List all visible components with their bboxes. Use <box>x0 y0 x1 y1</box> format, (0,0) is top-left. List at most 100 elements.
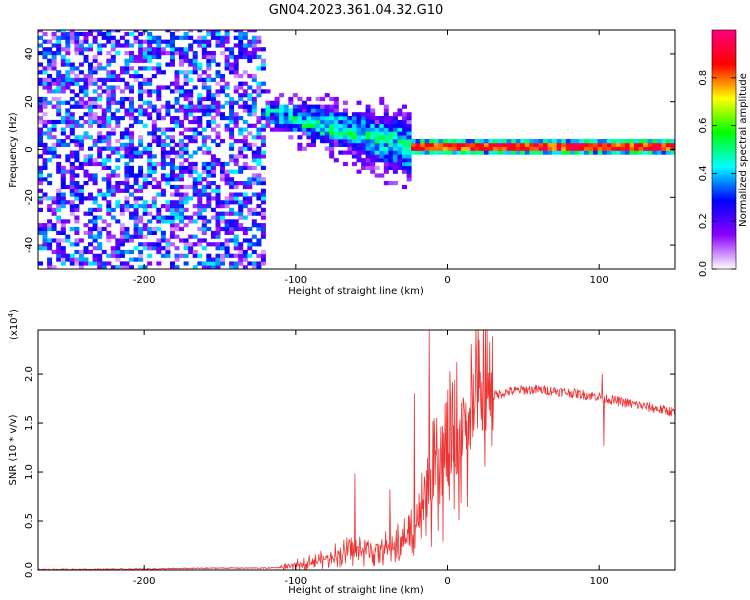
spectrogram-cell <box>188 165 194 170</box>
spectrogram-cell <box>260 135 266 140</box>
spectrogram-cell <box>342 135 348 140</box>
spectrogram-cell <box>65 184 71 190</box>
spectrogram-cell <box>370 139 376 144</box>
spectrogram-cell <box>197 39 203 44</box>
spectrogram-cell <box>124 146 130 151</box>
spectrogram-cell <box>69 39 75 44</box>
spectrogram-cell <box>406 116 412 121</box>
spectrogram-cell <box>274 108 280 113</box>
spectrogram-cell <box>124 96 130 102</box>
spectrogram-cell <box>647 139 653 144</box>
spectrogram-cell <box>92 96 98 102</box>
spectrogram-cell <box>320 139 326 144</box>
spectrogram-cell <box>210 265 216 269</box>
spectrogram-cell <box>242 142 248 147</box>
spectrogram-cell <box>110 253 116 258</box>
spectrogram-cell <box>83 161 89 167</box>
spectrogram-cell <box>110 47 116 52</box>
spectrogram-cell <box>224 58 230 63</box>
spectrogram-cell <box>138 108 144 113</box>
spectrogram-cell <box>42 223 48 228</box>
spectrogram-cell <box>292 108 298 113</box>
spectrogram-cell <box>274 127 280 132</box>
spectrogram-cell <box>97 123 103 128</box>
spectrogram-cell <box>151 242 157 247</box>
spectrogram-cell <box>351 142 357 147</box>
spectrogram-cell <box>119 104 125 109</box>
spectrogram-cell <box>156 85 162 90</box>
spectrogram-cell <box>210 169 216 174</box>
spectrogram-cell <box>397 158 403 163</box>
spectrogram-cell <box>192 139 198 144</box>
spectrogram-cell <box>65 77 71 82</box>
spectrogram-cell <box>392 112 398 117</box>
spectrogram-cell <box>247 253 253 258</box>
spectrogram-cell <box>279 116 285 121</box>
spectrogram-cell <box>129 154 134 159</box>
spectrogram-cell <box>119 181 125 186</box>
spectrogram-cell <box>60 119 66 125</box>
spectrogram-cell <box>238 165 244 170</box>
spectrogram-cell <box>42 123 48 128</box>
spectrogram-cell <box>69 123 75 128</box>
spectrogram-cell <box>78 89 84 94</box>
spectrogram-cells <box>38 30 675 269</box>
spectrogram-cell <box>356 146 362 151</box>
spectrogram-cell <box>174 100 180 105</box>
spectrogram-cell <box>78 257 84 262</box>
spectrogram-cell <box>365 146 371 151</box>
spectrogram-cell <box>524 139 530 144</box>
spectrogram-cell <box>383 161 389 167</box>
spectrogram-cell <box>247 165 253 170</box>
spectrogram-cell <box>197 74 203 79</box>
spectrogram-cell <box>238 35 244 40</box>
colorbar-ticks: 0.00.20.40.60.8 <box>698 70 736 277</box>
spectrogram-cell <box>297 119 303 125</box>
spectrogram-cell <box>224 93 230 98</box>
spectrogram-cell <box>97 62 103 67</box>
spectrogram-cell <box>260 89 266 94</box>
spectrogram-cell <box>165 51 171 56</box>
spectrogram-cell <box>374 119 380 125</box>
spectrogram-cell <box>538 139 544 144</box>
spectrogram-cell <box>188 169 194 174</box>
spectrogram-cell <box>333 112 339 117</box>
spectrogram-cell <box>74 154 80 159</box>
spectrogram-cell <box>151 184 157 190</box>
spectrogram-cell <box>124 62 130 67</box>
spectrogram-cell <box>83 169 89 174</box>
spectrogram-cell <box>124 207 130 212</box>
spectrogram-cell <box>379 150 385 155</box>
spectrogram-cell <box>220 39 225 44</box>
spectrogram-cell <box>129 142 134 147</box>
spectrogram-cell <box>247 142 253 147</box>
spectrogram-cell <box>515 142 521 147</box>
spectrogram-cell <box>165 100 171 105</box>
spectrogram-cell <box>206 242 212 247</box>
spectrogram-cell <box>83 112 89 117</box>
spectrogram-cell <box>338 116 344 121</box>
spectrogram-cell <box>229 146 235 151</box>
spectrogram-cell <box>283 108 289 113</box>
spectrogram-cell <box>42 230 48 235</box>
spectrogram-cell <box>256 192 262 197</box>
spectrogram-cell <box>151 123 157 128</box>
spectrogram-cell <box>361 146 367 151</box>
spectrogram-cell <box>124 154 130 159</box>
spectrogram-cell <box>229 131 235 136</box>
spectrogram-cell <box>256 196 262 201</box>
spectrogram-cell <box>488 139 494 144</box>
spectrogram-cell <box>42 31 48 37</box>
spectrogram-cell <box>251 181 257 186</box>
spectrogram-cell <box>279 112 285 117</box>
spectrogram-cell <box>97 257 103 262</box>
spectrogram-cell <box>215 70 221 75</box>
spectrogram-cell <box>206 146 212 151</box>
spectrogram-cell <box>338 123 344 128</box>
spectrogram-cell <box>60 62 66 67</box>
spectrogram-cell <box>406 131 412 136</box>
spectrogram-cell <box>238 54 244 60</box>
spectrogram-cell <box>97 31 103 37</box>
spectrogram-cell <box>151 66 157 71</box>
spectrogram-cell <box>315 127 321 132</box>
